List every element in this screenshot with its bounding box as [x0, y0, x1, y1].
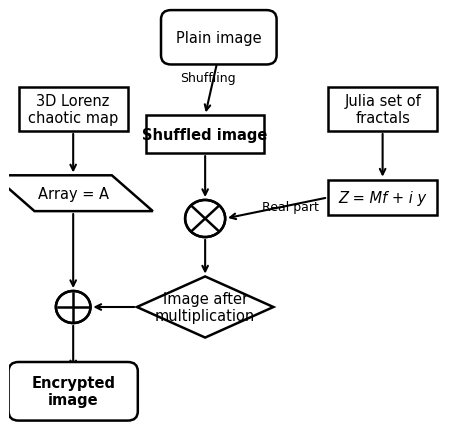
Text: 3D Lorenz
chaotic map: 3D Lorenz chaotic map	[28, 93, 118, 126]
Text: Julia set of
fractals: Julia set of fractals	[344, 93, 421, 126]
Text: Shuffling: Shuffling	[180, 72, 236, 85]
Text: Image after
multiplication: Image after multiplication	[155, 291, 255, 324]
Bar	[146, 116, 264, 154]
Polygon shape	[0, 176, 153, 212]
Polygon shape	[137, 277, 273, 338]
Bar	[18, 88, 128, 132]
Text: Encrypted
image: Encrypted image	[31, 375, 115, 408]
Circle shape	[185, 201, 225, 237]
Text: Z = Mf + i y: Z = Mf + i y	[338, 191, 427, 205]
FancyBboxPatch shape	[161, 11, 277, 65]
Circle shape	[56, 291, 91, 323]
Text: Plain image: Plain image	[176, 31, 262, 46]
Text: Array = A: Array = A	[38, 186, 109, 201]
Text: Real part: Real part	[262, 201, 319, 214]
Bar	[328, 88, 437, 132]
FancyBboxPatch shape	[9, 362, 138, 420]
Text: Shuffled image: Shuffled image	[143, 127, 268, 142]
Bar	[328, 180, 437, 216]
